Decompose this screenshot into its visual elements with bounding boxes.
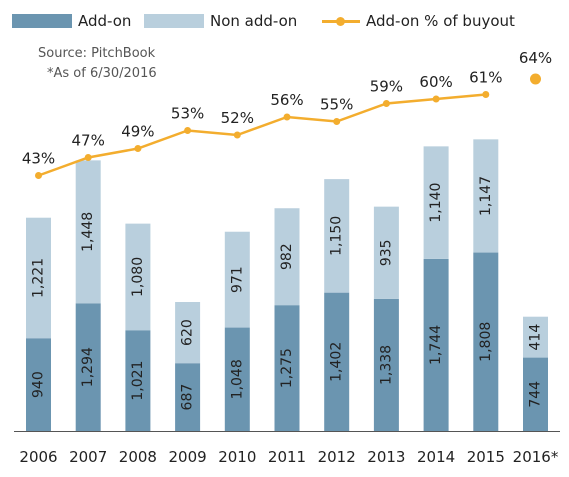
bar-nonaddon bbox=[175, 301, 201, 364]
x-tick-label: 2010 bbox=[218, 448, 256, 466]
bar-nonaddon bbox=[224, 231, 250, 328]
bar-nonaddon bbox=[423, 146, 449, 259]
x-tick-label: 2009 bbox=[169, 448, 207, 466]
bar-addon-label: 940 bbox=[31, 371, 47, 398]
source-note: Source: PitchBook *As of 6/30/2016 bbox=[38, 44, 157, 84]
bar-nonaddon-label: 1,448 bbox=[80, 212, 96, 252]
pct-point bbox=[84, 154, 92, 161]
bar-nonaddon-label: 1,147 bbox=[478, 176, 494, 216]
bar-nonaddon bbox=[26, 217, 51, 339]
x-tick-label: 2011 bbox=[268, 448, 306, 466]
pct-point bbox=[382, 100, 390, 107]
bar-nonaddon-label: 1,140 bbox=[428, 183, 444, 223]
bar-addon bbox=[175, 363, 201, 431]
bar-addon-label: 1,294 bbox=[80, 347, 96, 387]
bar-nonaddon-label: 935 bbox=[378, 239, 394, 266]
pct-label: 61% bbox=[469, 69, 502, 87]
x-tick-label: 2008 bbox=[119, 448, 157, 466]
bar-nonaddon-label: 414 bbox=[528, 324, 544, 351]
bar-nonaddon bbox=[473, 139, 499, 253]
bar-addon bbox=[274, 305, 300, 431]
x-tick-label: 2016* bbox=[513, 448, 559, 466]
pct-label: 52% bbox=[221, 109, 254, 127]
bar-nonaddon bbox=[523, 316, 548, 358]
pct-label: 47% bbox=[72, 132, 105, 150]
bar-nonaddon-label: 620 bbox=[180, 319, 196, 346]
legend-nonaddon: Non add-on bbox=[144, 12, 297, 30]
bar-nonaddon-label: 1,221 bbox=[31, 258, 47, 298]
legend-pct-swatch bbox=[322, 14, 360, 28]
bar-addon-label: 1,744 bbox=[428, 325, 444, 365]
bar-addon bbox=[75, 303, 101, 431]
bar-addon-label: 1,048 bbox=[229, 359, 245, 399]
bar-addon bbox=[523, 357, 548, 431]
pct-point bbox=[35, 172, 42, 179]
bar-addon-label: 687 bbox=[180, 384, 196, 411]
bar-nonaddon-label: 971 bbox=[229, 266, 245, 293]
pct-point bbox=[134, 145, 142, 152]
pct-label: 60% bbox=[419, 73, 452, 91]
legend-addon: Add-on bbox=[12, 12, 131, 30]
pct-label: 43% bbox=[22, 150, 55, 168]
asof-line: *As of 6/30/2016 bbox=[47, 66, 157, 81]
pct-label: 55% bbox=[320, 96, 353, 114]
pct-point bbox=[482, 91, 490, 98]
source-line: Source: PitchBook bbox=[38, 46, 156, 61]
pct-label: 59% bbox=[370, 78, 403, 96]
bar-addon bbox=[26, 338, 51, 431]
legend-nonaddon-label: Non add-on bbox=[210, 12, 298, 30]
bar-addon-label: 1,275 bbox=[279, 348, 295, 388]
pct-point bbox=[233, 131, 241, 139]
legend-pct-label: Add-on % of buyout bbox=[366, 12, 515, 30]
pct-point bbox=[333, 118, 341, 125]
legend-nonaddon-swatch bbox=[144, 14, 204, 28]
x-tick-label: 2006 bbox=[19, 448, 57, 466]
bar-nonaddon bbox=[274, 208, 300, 306]
bar-addon bbox=[373, 298, 399, 431]
x-tick-label: 2012 bbox=[318, 448, 356, 466]
pct-point bbox=[530, 73, 541, 85]
legend-addon-label: Add-on bbox=[78, 12, 132, 30]
bar-nonaddon bbox=[373, 206, 399, 299]
pct-label: 49% bbox=[121, 123, 154, 141]
legend-addon-swatch bbox=[12, 14, 72, 28]
bar-addon bbox=[423, 258, 449, 431]
bar-addon bbox=[473, 252, 499, 431]
bar-nonaddon bbox=[75, 160, 101, 304]
bar-nonaddon-label: 1,080 bbox=[130, 257, 146, 297]
bar-addon-label: 744 bbox=[528, 381, 544, 408]
pct-label: 53% bbox=[171, 105, 204, 123]
x-tick-label: 2007 bbox=[69, 448, 107, 466]
bar-addon-label: 1,338 bbox=[378, 345, 394, 385]
bar-addon bbox=[224, 327, 250, 431]
pct-point bbox=[283, 113, 291, 121]
bar-nonaddon-label: 982 bbox=[279, 243, 295, 270]
bar-addon bbox=[324, 292, 350, 431]
x-tick-label: 2013 bbox=[367, 448, 405, 466]
bar-addon-label: 1,808 bbox=[478, 322, 494, 362]
bar-nonaddon bbox=[125, 223, 151, 331]
legend-pct-dot bbox=[336, 17, 345, 26]
bar-addon-label: 1,021 bbox=[130, 361, 146, 401]
pct-label: 56% bbox=[270, 91, 303, 109]
pct-point bbox=[432, 95, 440, 103]
pct-label: 64% bbox=[519, 49, 552, 67]
bar-nonaddon bbox=[324, 179, 350, 293]
legend-pct: Add-on % of buyout bbox=[322, 12, 515, 30]
bar-nonaddon-label: 1,150 bbox=[329, 216, 345, 256]
bar-addon bbox=[125, 330, 151, 431]
x-tick-label: 2014 bbox=[417, 448, 455, 466]
pct-point bbox=[184, 127, 192, 134]
pct-line bbox=[38, 93, 486, 177]
bar-addon-label: 1,402 bbox=[329, 342, 345, 382]
x-tick-label: 2015 bbox=[467, 448, 505, 466]
